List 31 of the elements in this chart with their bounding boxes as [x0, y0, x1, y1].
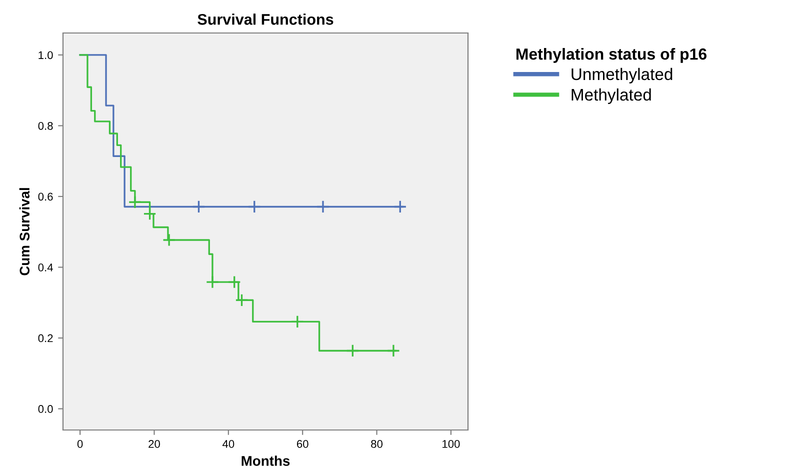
chart-title: Survival Functions	[198, 14, 334, 25]
point	[162, 233, 176, 247]
x-tick-label: 0	[77, 440, 83, 448]
point	[248, 200, 262, 214]
x-tick-label: 20	[148, 440, 160, 448]
point	[192, 200, 206, 214]
point	[128, 195, 142, 209]
point	[143, 207, 156, 220]
x-axis-title: Months	[242, 456, 290, 466]
legend-title: Methylation status of p16	[516, 48, 707, 63]
point	[393, 200, 407, 214]
point	[386, 344, 400, 358]
y-tick-label: 0.4	[38, 264, 53, 272]
point	[228, 275, 241, 289]
x-tick-label: 100	[442, 440, 460, 448]
y-tick-label: 0.8	[38, 122, 53, 130]
legend-label: Methylated	[572, 88, 651, 104]
y-tick-label: 0.2	[38, 334, 53, 342]
y-tick-label: 1.0	[38, 51, 53, 60]
y-tick-label: 0.0	[38, 405, 53, 413]
point	[290, 315, 304, 328]
point	[206, 275, 220, 289]
y-tick-label: 0.6	[38, 192, 53, 201]
point	[235, 294, 248, 307]
y-axis-title: Cum Survival	[19, 188, 30, 276]
x-tick-label: 40	[222, 440, 234, 448]
x-tick-label: 80	[371, 440, 383, 448]
x-tick-label: 60	[296, 440, 308, 448]
point	[316, 200, 330, 214]
legend-label: Unmethylated	[572, 68, 672, 84]
point	[346, 344, 360, 358]
